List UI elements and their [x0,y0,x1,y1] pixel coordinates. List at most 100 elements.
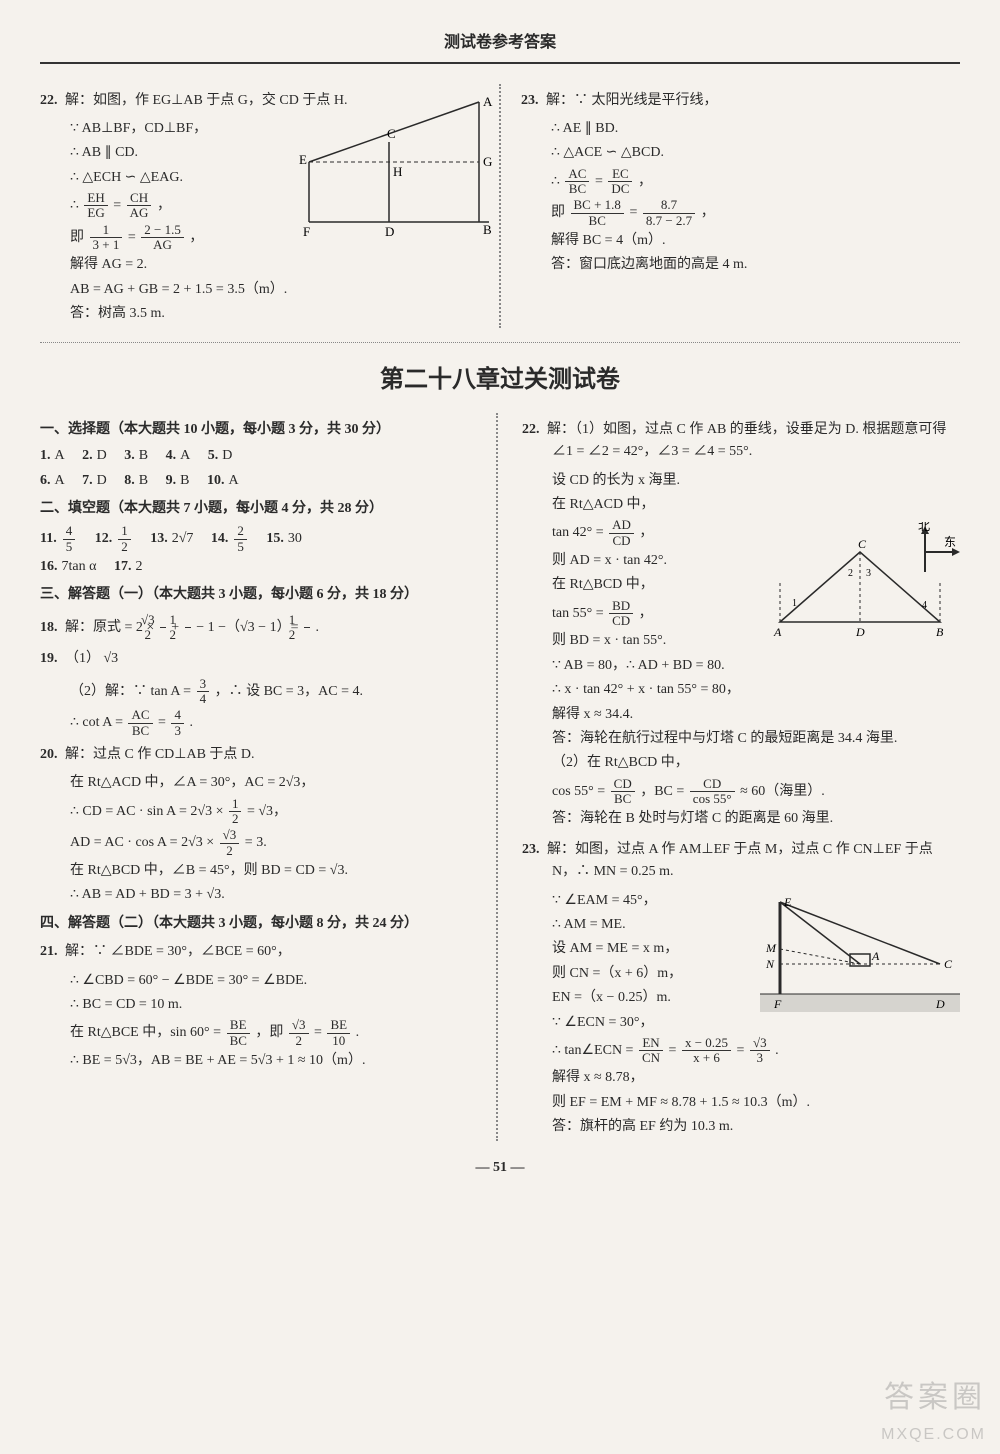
fraction: ACBC [128,708,152,738]
prob-line: 设 CD 的长为 x 海里. [522,470,960,492]
den: 2 [220,844,240,858]
num: 1 [90,223,123,238]
den: CD [609,614,633,628]
num: 4 [63,524,76,539]
problem-20: 20. 解：过点 C 作 CD⊥AB 于点 D. [40,744,478,766]
section-4-head: 四、解答题（二）（本大题共 3 小题，每小题 8 分，共 24 分） [40,913,478,935]
prob-line: 解：∵ 太阳光线是平行线， [546,93,718,108]
fraction: 2 − 1.5AG [141,223,184,253]
fraction: 45 [63,524,76,554]
a: A [228,473,238,488]
problem-23: 23. 解：如图，过点 A 作 AM⊥EF 于点 M，过点 C 作 CN⊥EF … [522,839,960,884]
num: x − 0.25 [682,1036,731,1051]
a: D [222,448,232,463]
text: − 1 −（√3 − 1）= [196,620,302,635]
num: BC + 1.8 [571,198,624,213]
svg-text:H: H [393,164,402,179]
text: = 3. [245,835,267,850]
svg-text:E: E [299,152,307,167]
text: AD = AC · cos A = 2√3 × [70,835,218,850]
den: CD [609,534,634,548]
prob-frac-line: ∴ ACBC = ECDC ， [521,167,960,197]
svg-text:2: 2 [848,568,853,579]
num: 1 [185,613,191,628]
page-number: — 51 — [40,1157,960,1179]
text: = [669,1043,680,1058]
text: 解：（1）如图，过点 C 作 AB 的垂线，设垂足为 D. 根据题意可得 ∠1 … [547,422,946,459]
top-right-col: 23. 解：∵ 太阳光线是平行线， ∴ AE ∥ BD. ∴ △ACE ∽ △B… [521,84,960,328]
n: 16. [40,559,58,574]
prob-line: ∴ AB = AD + BD = 3 + √3. [40,884,478,906]
n: 3. [124,448,135,463]
text: tan 55° = [552,606,607,621]
den: BC [227,1034,250,1048]
svg-text:B: B [936,625,944,639]
den: 2 [289,1034,309,1048]
watermark: 答案圈 MXQE.COM [881,1374,986,1448]
den: 3 + 1 [90,238,123,252]
a: B [180,473,189,488]
mc-answers-row: 6.A 7.D 8.B 9.B 10.A [40,470,478,492]
fraction: 12 [185,613,191,643]
svg-text:C: C [387,126,396,141]
fraction: BDCD [609,599,633,629]
prob-num: 20. [40,747,58,762]
text: ≈ 60（海里）. [740,784,825,799]
den: 8.7 − 2.7 [643,214,695,228]
problem-21: 21. 解：∵ ∠BDE = 30°，∠BCE = 60°， [40,941,478,963]
fraction: 43 [171,708,184,738]
prob-line: ∴ △ACE ∽ △BCD. [521,142,960,164]
den: 2 [229,812,242,826]
text: = [314,1025,325,1040]
fill-item: 16.7tan α [40,556,96,578]
text: ，∴ 设 BC = 3，AC = 4. [215,684,363,699]
n: 5. [208,448,219,463]
svg-text:D: D [385,224,394,239]
n: 1. [40,448,51,463]
num: √3 [289,1018,309,1033]
fraction: ENCN [639,1036,663,1066]
svg-text:A: A [773,625,782,639]
text: = [128,230,139,245]
svg-text:C: C [858,537,867,551]
prob-line: ∴ x · tan 42° + x · tan 55° = 80， [522,679,960,701]
top-left-col: 22. 解：如图，作 EG⊥AB 于点 G，交 CD 于点 H. ∵ AB⊥BF… [40,84,501,328]
fraction: √32 [220,828,240,858]
page-header: 测试卷参考答案 [40,30,960,64]
watermark-text: 答案圈 [881,1374,986,1422]
svg-text:1: 1 [792,598,797,609]
text: 解：如图，过点 A 作 AM⊥EF 于点 M，过点 C 作 CN⊥EF 于点 N… [547,842,933,879]
num: 1 [118,524,131,539]
fraction: ACBC [565,167,589,197]
fill-row: 16.7tan α 17.2 [40,556,478,578]
text: cos 55° = [552,784,609,799]
text: . [315,620,319,635]
text: . [189,715,193,730]
prob-line: 则 EF = EM + MF ≈ 8.78 + 1.5 ≈ 10.3（m）. [522,1092,960,1114]
prob-line: 答：窗口底边离地面的高是 4 m. [521,254,960,276]
fill-item: 13.2√7 [150,528,193,550]
text: = [629,205,640,220]
mc-item: 2.D [82,445,107,467]
num: 1 [229,797,242,812]
num: 4 [171,708,184,723]
svg-text:东: 东 [944,535,956,549]
fraction: ECDC [608,167,632,197]
fraction: BEBC [227,1018,250,1048]
text: ∴ tan∠ECN = [552,1043,637,1058]
num: AC [565,167,589,182]
prob-line: ∴ BC = CD = 10 m. [40,994,478,1016]
fraction: BC + 1.8BC [571,198,624,228]
num: 8.7 [643,198,695,213]
den: 3 [171,724,184,738]
n: 7. [82,473,93,488]
section-1-head: 一、选择题（本大题共 10 小题，每小题 3 分，共 30 分） [40,419,478,441]
num: BE [227,1018,250,1033]
compass-figure-22: 北 东 A B C D 1 2 3 4 [770,522,960,642]
num: CD [690,777,735,792]
text: 解：∵ ∠BDE = 30°，∠BCE = 60°， [65,944,291,959]
prob-line: ∴ AE ∥ BD. [521,118,960,140]
svg-text:F: F [773,997,782,1011]
den: 2 [185,628,191,642]
a: A [55,448,65,463]
